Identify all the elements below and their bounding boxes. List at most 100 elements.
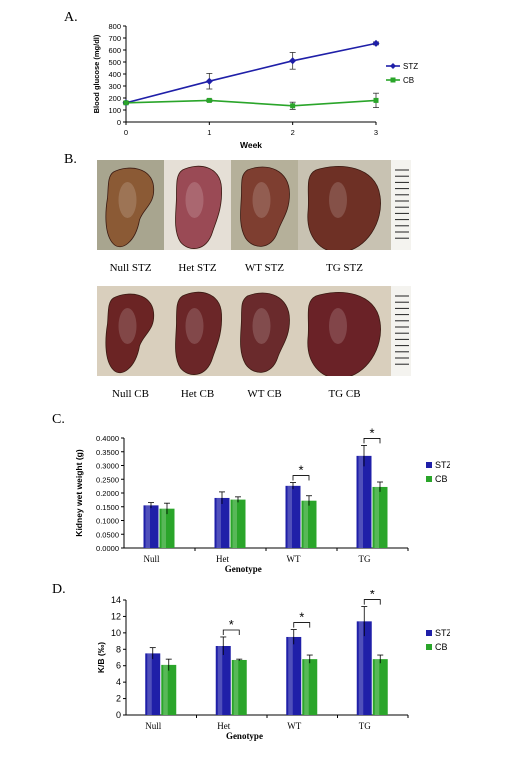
- kidney-image: [97, 286, 164, 376]
- data-point-cb: [124, 100, 129, 105]
- y-tick-label: 200: [108, 94, 121, 103]
- y-axis-title: Blood glucose (mg/dl): [92, 34, 101, 113]
- kidney-photo-stz-1: Het STZ: [164, 160, 231, 280]
- kidney-photo-cb-0: Null CB: [97, 286, 164, 406]
- kidney-photo-stz-0: Null STZ: [97, 160, 164, 280]
- x-tick-label: 1: [207, 128, 211, 137]
- bar-sheen: [375, 487, 380, 548]
- significance-star: *: [370, 590, 375, 602]
- kidney-highlight: [329, 182, 347, 218]
- bar-sheen: [359, 456, 364, 548]
- kidney-image: [231, 286, 298, 376]
- y-tick-label: 300: [108, 82, 121, 91]
- kidney-caption: Null CB: [97, 388, 164, 400]
- y-tick-label: 6: [116, 661, 121, 671]
- kidney-image: [298, 160, 391, 250]
- kidney-image: [164, 160, 231, 250]
- bar-sheen: [146, 505, 151, 548]
- kidney-weight-bar-chart: 0.00000.05000.10000.15000.20000.25000.30…: [70, 428, 450, 586]
- blood-glucose-line-chart: 01002003004005006007008000 1 2 3WeekBlood g…: [88, 18, 418, 158]
- panel-b-label: B.: [64, 152, 77, 168]
- kidney-photo-cb-3: TG CB: [298, 286, 391, 406]
- kidney-caption: Het CB: [164, 388, 231, 400]
- data-point-cb: [207, 98, 212, 103]
- legend-label-cb: CB: [435, 642, 448, 652]
- y-tick-label: 0.4000: [96, 434, 119, 443]
- ruler-background: [391, 286, 411, 376]
- kidney-photo-cb-1: Het CB: [164, 286, 231, 406]
- y-tick-label: 0.1500: [96, 503, 119, 512]
- y-tick-label: 800: [108, 22, 121, 31]
- series-line-cb: [126, 100, 376, 105]
- data-point-stz: [289, 57, 296, 64]
- bar-sheen: [147, 653, 152, 715]
- significance-star: *: [299, 610, 304, 625]
- bar-sheen: [304, 501, 309, 548]
- kidney-caption: Het STZ: [164, 262, 231, 274]
- bar-sheen: [304, 659, 309, 715]
- kidney-highlight: [329, 308, 347, 344]
- y-tick-label: 400: [108, 70, 121, 79]
- data-point-cb: [290, 103, 295, 108]
- y-axis-title: Kidney wet weight (g): [74, 449, 84, 537]
- legend-swatch-cb: [426, 644, 432, 650]
- legend-label-stz: STZ: [435, 460, 450, 470]
- y-tick-label: 0.0000: [96, 544, 119, 553]
- y-tick-label: 2: [116, 694, 121, 704]
- significance-star: *: [369, 428, 374, 440]
- bar-sheen: [359, 621, 364, 715]
- kidney-image: [97, 160, 164, 250]
- x-tick-label: WT: [287, 554, 301, 564]
- bar-sheen: [375, 659, 380, 715]
- legend-swatch-stz: [426, 630, 432, 636]
- data-point-stz: [373, 40, 380, 47]
- kidney-highlight: [186, 182, 204, 218]
- kidney-photos-cb: Null CB Het CB WT CB TG CB: [97, 286, 411, 406]
- x-tick-label: TG: [359, 721, 371, 731]
- x-tick-label: WT: [287, 721, 301, 731]
- kidney-photos-stz: Null STZ Het STZ WT STZ TG STZ: [97, 160, 411, 280]
- x-tick-label: Null: [145, 721, 162, 731]
- bar-sheen: [288, 637, 293, 715]
- x-axis-title: Genotype: [226, 731, 263, 741]
- y-tick-label: 0.2000: [96, 489, 119, 498]
- kb-ratio-bar-chart: 02468101214Null Het*WT*TG*GenotypeK/B (‰)…: [70, 590, 450, 760]
- kidney-highlight: [253, 308, 271, 344]
- legend-swatch-cb: [426, 476, 432, 482]
- kidney-caption: WT CB: [231, 388, 298, 400]
- y-tick-label: 700: [108, 34, 121, 43]
- kidney-photo-stz-3: TG STZ: [298, 160, 391, 280]
- bar-sheen: [162, 509, 167, 548]
- legend-marker-stz: [390, 63, 396, 69]
- legend-label-stz: STZ: [403, 62, 418, 71]
- x-tick-label: 3: [374, 128, 378, 137]
- legend-label-cb: CB: [435, 474, 448, 484]
- y-tick-label: 0.1000: [96, 517, 119, 526]
- bar-sheen: [234, 660, 239, 715]
- x-tick-label: Het: [216, 554, 229, 564]
- y-tick-label: 500: [108, 58, 121, 67]
- y-tick-label: 100: [108, 106, 121, 115]
- significance-star: *: [229, 617, 234, 632]
- y-tick-label: 8: [116, 644, 121, 654]
- legend-label-cb: CB: [403, 76, 414, 85]
- panel-d-label: D.: [52, 582, 66, 598]
- kidney-caption: WT STZ: [231, 262, 298, 274]
- y-tick-label: 0.3000: [96, 462, 119, 471]
- kidney-caption: TG STZ: [298, 262, 391, 274]
- kidney-highlight: [119, 308, 137, 344]
- kidney-image: [231, 160, 298, 250]
- y-axis-title: K/B (‰): [96, 642, 106, 673]
- legend-marker-cb: [391, 78, 396, 83]
- bar-sheen: [217, 498, 222, 548]
- data-point-stz: [206, 78, 213, 85]
- kidney-photo-cb-2: WT CB: [231, 286, 298, 406]
- y-tick-label: 14: [111, 595, 121, 605]
- y-tick-label: 0.2500: [96, 475, 119, 484]
- series-line-stz: [126, 43, 376, 102]
- data-point-cb: [374, 98, 379, 103]
- y-tick-label: 4: [116, 677, 121, 687]
- x-tick-label: 0: [124, 128, 128, 137]
- y-tick-label: 12: [111, 611, 121, 621]
- significance-star: *: [298, 463, 303, 478]
